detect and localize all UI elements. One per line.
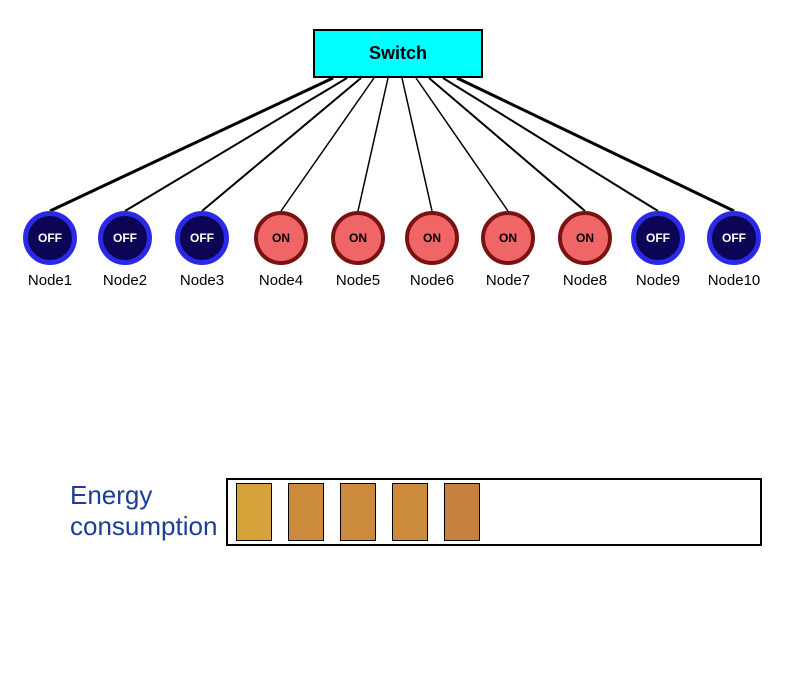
node-label-node4: Node4 [246,272,316,289]
switch-node-edges [0,0,800,698]
energy-bar-1 [236,483,272,541]
node-node10: OFF [707,211,761,265]
node-label-node5: Node5 [323,272,393,289]
node-label-node2: Node2 [90,272,160,289]
energy-bar-2 [288,483,324,541]
energy-label: Energy consumption [70,480,217,542]
node-node5: ON [331,211,385,265]
node-node8: ON [558,211,612,265]
node-node1: OFF [23,211,77,265]
node-label-node1: Node1 [15,272,85,289]
node-label-node6: Node6 [397,272,467,289]
node-label-node7: Node7 [473,272,543,289]
node-node2: OFF [98,211,152,265]
energy-bar-5 [444,483,480,541]
node-node6: ON [405,211,459,265]
node-label-node8: Node8 [550,272,620,289]
energy-bar-3 [340,483,376,541]
node-label-node9: Node9 [623,272,693,289]
node-label-node10: Node10 [699,272,769,289]
energy-bar-4 [392,483,428,541]
switch-label: Switch [369,43,427,63]
node-node9: OFF [631,211,685,265]
node-node3: OFF [175,211,229,265]
switch-box: Switch [313,29,483,78]
node-label-node3: Node3 [167,272,237,289]
node-node4: ON [254,211,308,265]
node-node7: ON [481,211,535,265]
